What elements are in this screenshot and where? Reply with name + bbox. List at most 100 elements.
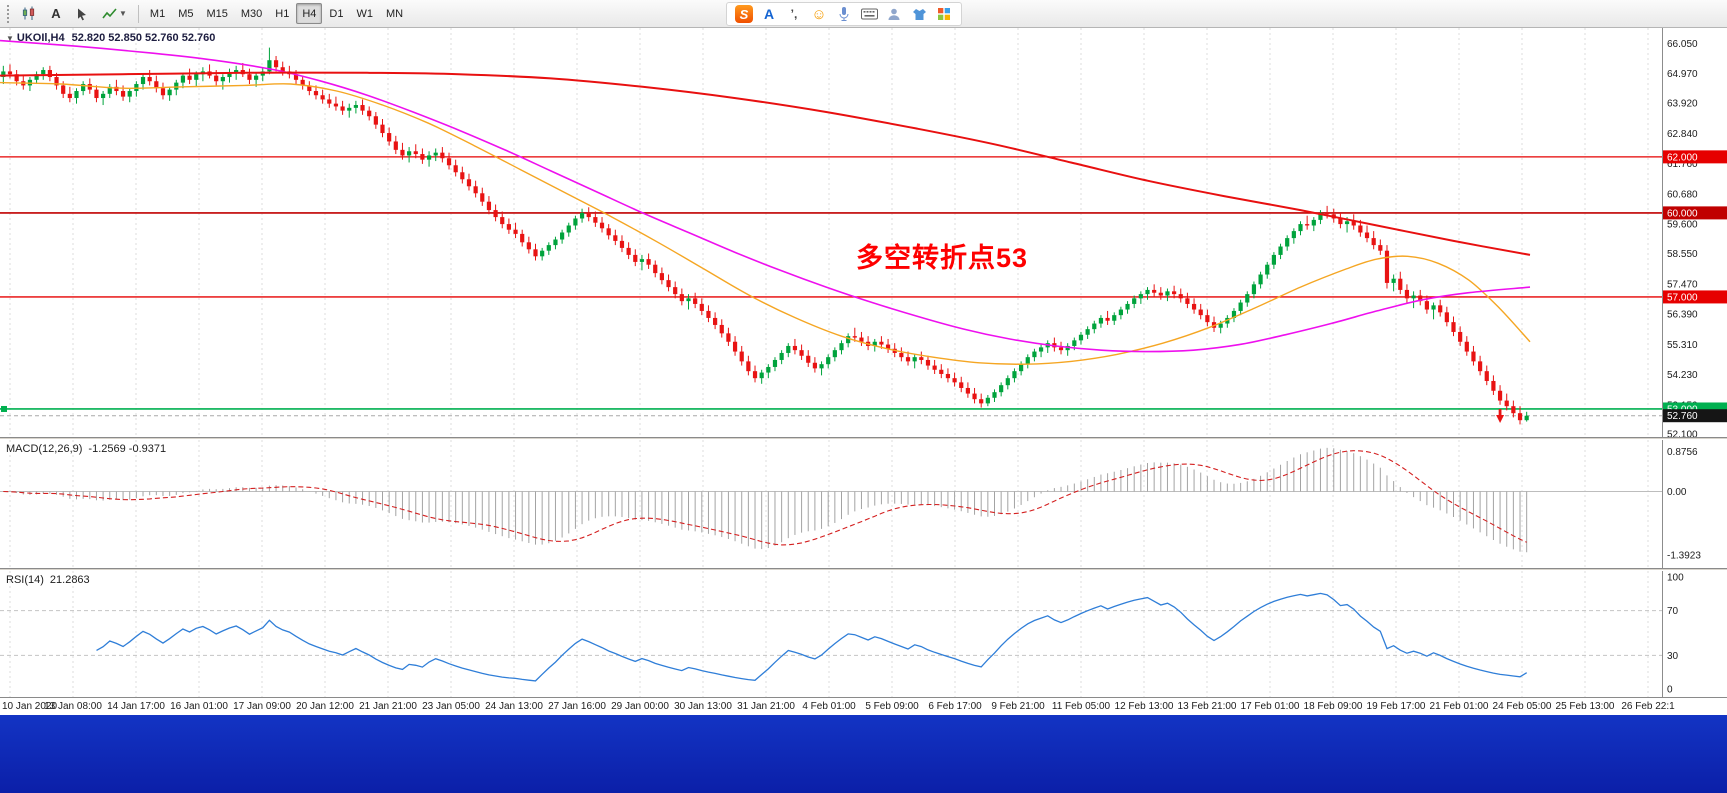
time-axis-label: 27 Jan 16:00	[548, 701, 606, 712]
svg-text:100: 100	[1667, 573, 1684, 584]
rsi-label: RSI(14) 21.2863	[6, 574, 90, 586]
indicator-line-icon	[102, 7, 117, 18]
svg-text:55.310: 55.310	[1667, 340, 1698, 351]
time-axis-label: 23 Jan 05:00	[422, 701, 480, 712]
candlestick-tool-icon	[22, 6, 35, 20]
svg-text:57.000: 57.000	[1667, 292, 1698, 303]
time-axis-label: 18 Feb 09:00	[1303, 701, 1363, 712]
macd-label: MACD(12,26,9) -1.2569 -0.9371	[6, 443, 167, 455]
time-axis-label: 9 Feb 21:00	[991, 701, 1045, 712]
skin-icon[interactable]	[910, 5, 928, 23]
chart-tools-group: A ▼	[15, 3, 133, 24]
text-tool-button[interactable]: A	[44, 3, 68, 24]
chevron-down-icon: ▼	[119, 9, 127, 18]
timeframe-m30-button[interactable]: M30	[240, 7, 263, 20]
time-axis-label: 10 Jan 2020	[2, 701, 58, 712]
bar-chart-icon[interactable]	[15, 3, 43, 24]
toolbar-drag-handle[interactable]	[7, 4, 12, 23]
macd-values: -1.2569 -0.9371	[88, 443, 167, 455]
svg-text:58.550: 58.550	[1667, 249, 1698, 260]
panel-splitter[interactable]	[0, 437, 1727, 440]
ohlc-values: 52.820 52.850 52.760 52.760	[71, 32, 216, 44]
timeframe-m5-button[interactable]: M5	[178, 7, 194, 20]
time-axis-label: 6 Feb 17:00	[928, 701, 982, 712]
time-axis[interactable]: 10 Jan 2020 13 Jan 08:00 14 Jan 17:00 16 Ja…	[0, 697, 1727, 715]
sogou-logo-icon[interactable]: S	[735, 5, 753, 23]
price-chart-panel: 66.050 64.970 63.920 62.840 61.760 60.680 59.6…	[0, 28, 1727, 437]
svg-text:0.00: 0.00	[1667, 487, 1687, 498]
timeframe-m1-button[interactable]: M1	[149, 7, 166, 20]
time-axis-label: 26 Feb 22:1	[1621, 701, 1675, 712]
svg-text:70: 70	[1667, 606, 1679, 617]
svg-text:0.8756: 0.8756	[1667, 447, 1698, 458]
svg-text:0: 0	[1667, 685, 1673, 696]
cursor-icon	[78, 8, 86, 20]
timeframe-mn-button[interactable]: MN	[385, 7, 404, 20]
time-axis-label: 21 Jan 21:00	[359, 701, 417, 712]
ime-toolbar: S A ’, ☺	[726, 2, 962, 26]
time-axis-label: 31 Jan 21:00	[737, 701, 795, 712]
svg-text:56.390: 56.390	[1667, 310, 1698, 321]
time-axis-label: 4 Feb 01:00	[802, 701, 856, 712]
time-axis-label: 21 Feb 01:00	[1429, 701, 1489, 712]
svg-text:63.920: 63.920	[1667, 99, 1698, 110]
input-mode-icon[interactable]: A	[763, 6, 775, 22]
time-axis-label: 5 Feb 09:00	[865, 701, 919, 712]
time-axis-label: 17 Feb 01:00	[1240, 701, 1300, 712]
timeframe-d1-button[interactable]: D1	[329, 7, 344, 20]
timeframe-m15-button[interactable]: M15	[206, 7, 228, 20]
svg-text:60.680: 60.680	[1667, 189, 1698, 200]
taskbar[interactable]	[0, 715, 1727, 793]
panel-splitter[interactable]	[0, 568, 1727, 571]
svg-text:-1.3923: -1.3923	[1667, 550, 1701, 561]
time-axis-label: 13 Feb 21:00	[1177, 701, 1237, 712]
svg-text:62.000: 62.000	[1667, 152, 1698, 163]
main-chart-canvas[interactable]: 66.050 64.970 63.920 62.840 61.760 60.680 59.6…	[0, 28, 1727, 437]
svg-text:64.970: 64.970	[1667, 69, 1698, 80]
symbol-info: ▼ UKOIl,H4 52.820 52.850 52.760 52.760	[6, 32, 215, 44]
time-axis-label: 24 Feb 05:00	[1492, 701, 1552, 712]
time-axis-label: 19 Feb 17:00	[1366, 701, 1426, 712]
timeframe-bar: M1 M5 M15 M30 H1 H4 D1 W1 MN	[144, 3, 409, 24]
cursor-tool-button[interactable]	[69, 3, 95, 24]
time-axis-label: 24 Jan 13:00	[485, 701, 543, 712]
macd-indicator-panel: 0.8756 0.00 -1.3923 MACD(12,26,9) -1.2569 -…	[0, 440, 1727, 568]
time-axis-label: 20 Jan 12:00	[296, 701, 354, 712]
symbol-name: UKOIl,H4	[16, 32, 65, 44]
toolbar-separator	[137, 4, 139, 23]
toolbar: A ▼ M1 M5 M15 M30 H1 H4 D1 W1 MN S A ’, ☺	[0, 0, 1727, 28]
time-axis-label: 14 Jan 17:00	[107, 701, 165, 712]
time-axis-label: 12 Feb 13:00	[1114, 701, 1174, 712]
time-axis-label: 17 Jan 09:00	[233, 701, 291, 712]
account-icon[interactable]	[885, 5, 903, 23]
keyboard-icon[interactable]	[860, 5, 878, 23]
svg-text:52.760: 52.760	[1667, 411, 1698, 422]
time-axis-label: 25 Feb 13:00	[1555, 701, 1615, 712]
rsi-canvas[interactable]: 100 70 30 0	[0, 571, 1727, 697]
time-axis-label: 16 Jan 01:00	[170, 701, 228, 712]
time-axis-label: 11 Feb 05:00	[1051, 701, 1111, 712]
rsi-value: 21.2863	[49, 574, 90, 586]
timeframe-h4-button[interactable]: H4	[296, 3, 323, 24]
toolbox-icon[interactable]	[935, 5, 953, 23]
timeframe-h1-button[interactable]: H1	[275, 7, 290, 20]
svg-text:30: 30	[1667, 651, 1679, 662]
svg-text:59.600: 59.600	[1667, 220, 1698, 231]
indicators-button[interactable]: ▼	[96, 3, 133, 24]
chart-annotation-text[interactable]: 多空转折点53	[856, 243, 1029, 273]
svg-text:54.230: 54.230	[1667, 370, 1698, 381]
macd-canvas[interactable]: 0.8756 0.00 -1.3923	[0, 440, 1727, 568]
svg-text:60.000: 60.000	[1667, 208, 1698, 219]
symbol-dropdown-icon[interactable]: ▼	[6, 34, 14, 43]
time-axis-label: 30 Jan 13:00	[674, 701, 732, 712]
microphone-icon[interactable]	[835, 5, 853, 23]
svg-text:62.840: 62.840	[1667, 129, 1698, 140]
time-axis-label: 13 Jan 08:00	[44, 701, 102, 712]
svg-text:66.050: 66.050	[1667, 39, 1698, 50]
svg-text:57.470: 57.470	[1667, 279, 1698, 290]
timeframe-w1-button[interactable]: W1	[356, 7, 373, 20]
rsi-indicator-panel: 100 70 30 0 RSI(14) 21.2863	[0, 571, 1727, 697]
svg-text:52.100: 52.100	[1667, 430, 1698, 437]
punctuation-icon[interactable]: ’,	[790, 7, 798, 21]
emoji-icon[interactable]: ☺	[811, 5, 827, 23]
